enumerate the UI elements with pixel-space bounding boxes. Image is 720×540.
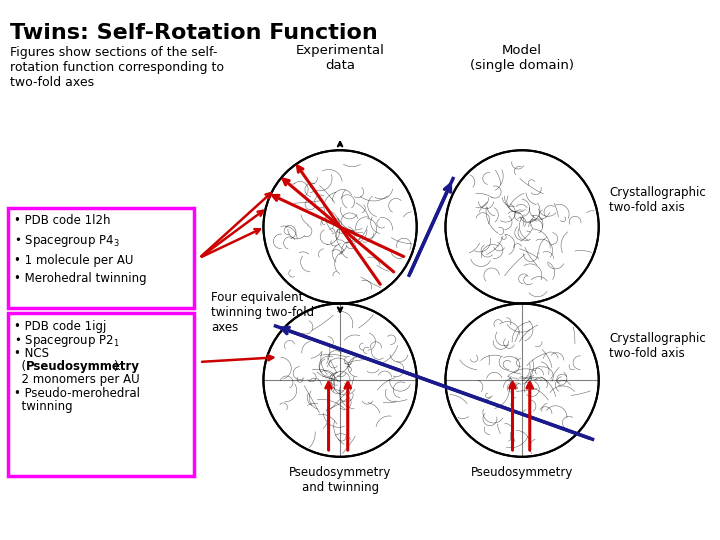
Text: • PDB code 1l2h
• Spacegroup P4$_3$
• 1 molecule per AU
• Merohedral twinning: • PDB code 1l2h • Spacegroup P4$_3$ • 1 …	[14, 214, 147, 285]
FancyBboxPatch shape	[8, 208, 194, 308]
Text: Pseudosymmetry: Pseudosymmetry	[26, 360, 140, 373]
Text: Crystallographic
two-fold axis: Crystallographic two-fold axis	[609, 186, 706, 214]
Circle shape	[264, 150, 417, 303]
Text: Four equivalent
twinning two-fold
axes: Four equivalent twinning two-fold axes	[211, 291, 314, 334]
Text: Model
(single domain): Model (single domain)	[470, 44, 574, 72]
Text: Figures show sections of the self-
rotation function corresponding to
two-fold a: Figures show sections of the self- rotat…	[9, 46, 224, 89]
Circle shape	[446, 303, 599, 457]
Text: • NCS: • NCS	[14, 347, 50, 360]
Text: (: (	[14, 360, 27, 373]
Text: Pseudosymmetry
and twinning: Pseudosymmetry and twinning	[289, 467, 391, 495]
Text: Experimental
data: Experimental data	[296, 44, 384, 72]
Text: • PDB code 1igj: • PDB code 1igj	[14, 320, 107, 333]
Circle shape	[264, 303, 417, 457]
Text: Crystallographic
two-fold axis: Crystallographic two-fold axis	[609, 332, 706, 360]
Text: Pseudosymmetry: Pseudosymmetry	[471, 467, 573, 480]
Text: • Pseudo-merohedral: • Pseudo-merohedral	[14, 387, 140, 400]
Text: Twins: Self-Rotation Function: Twins: Self-Rotation Function	[9, 23, 377, 43]
FancyBboxPatch shape	[8, 313, 194, 476]
Text: ):: ):	[113, 360, 122, 373]
Text: • Spacegroup P2$_1$: • Spacegroup P2$_1$	[14, 333, 120, 349]
Circle shape	[446, 150, 599, 303]
Text: 2 monomers per AU: 2 monomers per AU	[14, 374, 140, 387]
Text: twinning: twinning	[14, 400, 73, 413]
